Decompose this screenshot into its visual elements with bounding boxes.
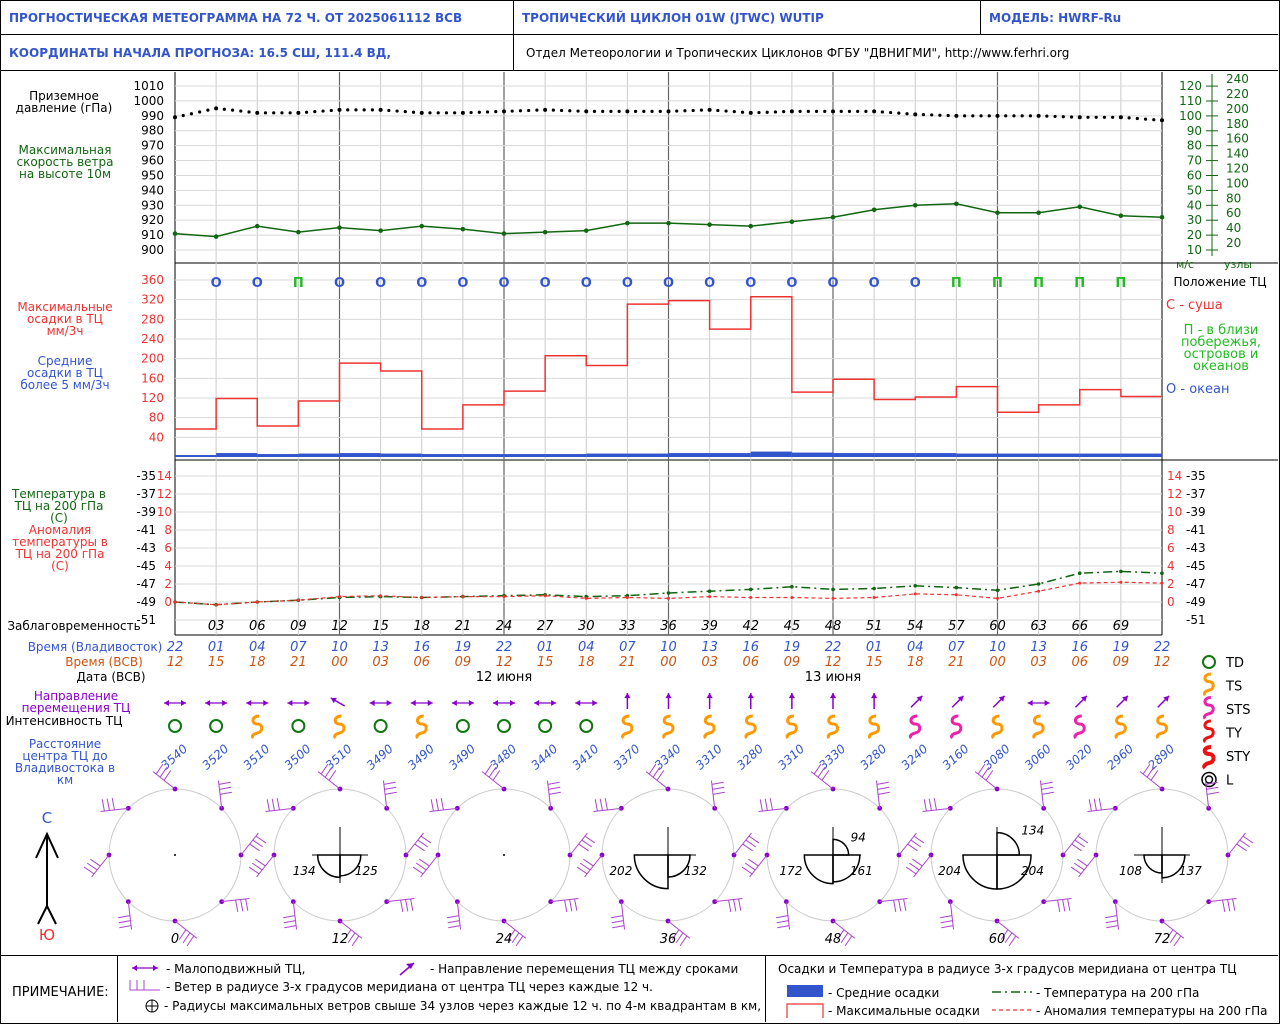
mean-precip-label: Средние осадки в ТЦ более 5 мм/3ч xyxy=(20,354,110,392)
max-precip-label: Максимальные осадки в ТЦ мм/3ч xyxy=(17,300,113,338)
utc-date-label: Дата (ВСВ) xyxy=(76,670,146,684)
wind-label: Максимальная скорость ветра на высоте 10… xyxy=(16,143,114,181)
organization-link[interactable]: Отдел Метеорологии и Тропических Циклоно… xyxy=(514,35,1278,71)
direction-label: Направление перемещения ТЦ xyxy=(21,689,131,715)
start-coordinates: КООРДИНАТЫ НАЧАЛА ПРОГНОЗА: 16.5 СШ, 111… xyxy=(1,35,514,71)
footer-mean-precip: - Средние осадки xyxy=(828,986,940,1000)
footer-title: ПРИМЕЧАНИЕ: xyxy=(12,985,109,1000)
position-legend-title: Положение ТЦ xyxy=(1173,275,1267,289)
footer-stationary: - Малоподвижный ТЦ, xyxy=(166,962,306,976)
footer-radii: - Радиусы максимальных ветров свыше 34 у… xyxy=(164,999,762,1013)
footer-direction: - Направление перемещения ТЦ между срока… xyxy=(430,962,739,976)
footer-divider xyxy=(1,955,1278,956)
meteogram-title: ПРОГНОСТИЧЕСКАЯ МЕТЕОГРАММА НА 72 Ч. ОТ … xyxy=(1,1,514,35)
cyclone-name: ТРОПИЧЕСКИЙ ЦИКЛОН 01W (JTWC) WUTIP xyxy=(514,1,981,35)
temp200-label: Температура в ТЦ на 200 гПа (С) xyxy=(12,487,106,525)
footer-vertical-divider-2 xyxy=(765,955,766,1022)
position-legend-ocean: О - океан xyxy=(1166,382,1230,397)
utc-time-label: Время (ВСВ) xyxy=(65,655,143,669)
footer-precip-title: Осадки и Температура в радиусе 3-х граду… xyxy=(778,962,1237,976)
position-legend-land: С - суша xyxy=(1166,298,1223,313)
distance-label: Расстояние центра ТЦ до Владивостока в к… xyxy=(14,737,116,787)
model-name: МОДЕЛЬ: HWRF-Ru xyxy=(981,1,1278,35)
pressure-label: Приземное давление (гПа) xyxy=(15,89,113,115)
footer-wind: - Ветер в радиусе 3-х градусов меридиана… xyxy=(166,980,653,994)
intensity-label: Интенсивность ТЦ xyxy=(5,714,123,728)
anom200-label: Аномалия температуры в ТЦ на 200 гПа (С) xyxy=(12,523,108,573)
footer-temp: - Температура на 200 гПа xyxy=(1036,986,1200,1000)
footer-max-precip: - Максимальные осадки xyxy=(828,1004,980,1018)
lead-time-label: Заблаговременность xyxy=(7,619,141,633)
footer-vertical-divider-1 xyxy=(117,955,118,1022)
vladivostok-time-label: Время (Владивосток) xyxy=(27,640,163,654)
position-legend-coast: П - в близи побережья, островов и океано… xyxy=(1180,323,1262,374)
footer-anom: - Аномалия температуры на 200 гПа xyxy=(1036,1004,1268,1018)
